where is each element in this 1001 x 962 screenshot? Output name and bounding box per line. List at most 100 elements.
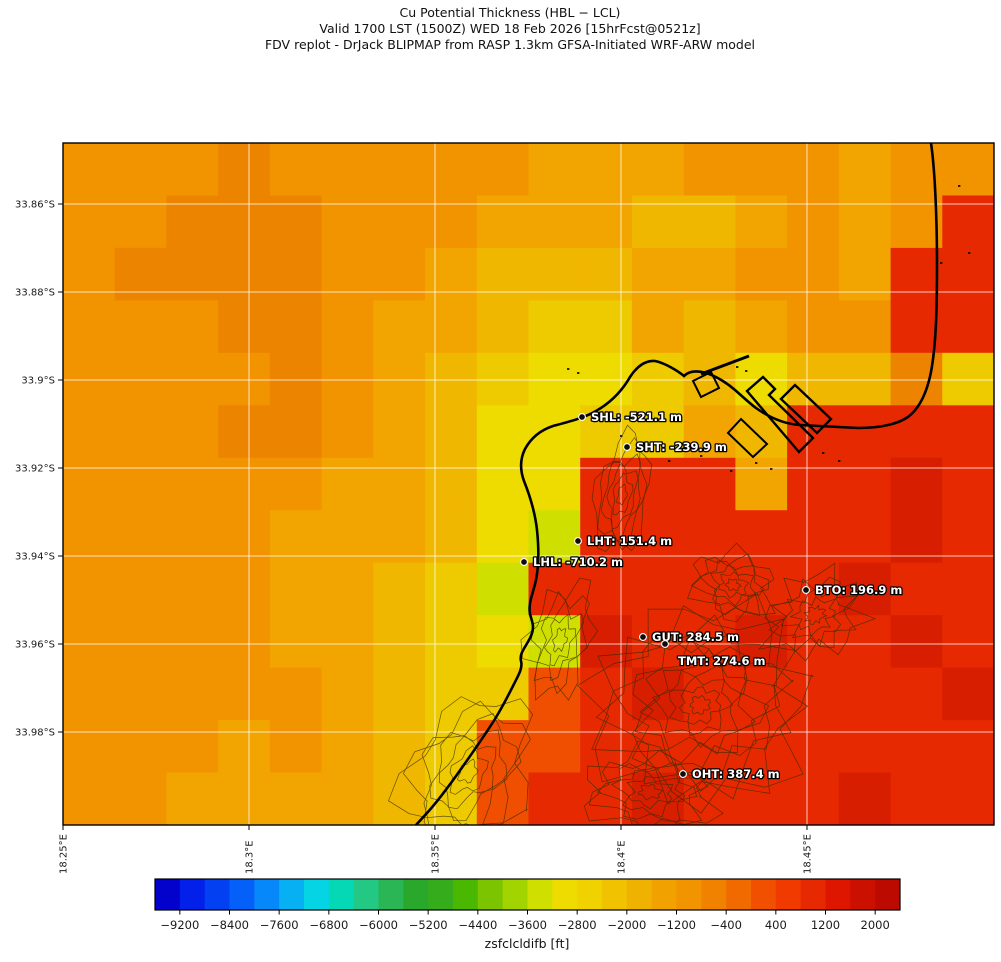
colorbar-cell [279, 879, 305, 910]
coast-speck [755, 462, 758, 464]
raster-cell [63, 195, 116, 249]
raster-cell [683, 143, 736, 197]
colorbar-cell [428, 879, 454, 910]
raster-cell [942, 667, 994, 721]
colorbar-cell [577, 879, 603, 910]
colorbar-cell [204, 879, 230, 910]
raster-cell [373, 667, 426, 721]
contour-line [595, 614, 796, 800]
raster-cell [373, 720, 426, 774]
station-gut: GUT: 284.5 m [639, 629, 740, 645]
raster-cell [63, 510, 116, 564]
colorbar-cell [651, 879, 677, 910]
contour-line [591, 424, 653, 552]
station-label: SHT: -239.9 m [636, 440, 727, 454]
raster-cell [528, 247, 581, 301]
raster-cell [631, 195, 685, 249]
raster-cell [218, 300, 271, 354]
raster-cell [373, 143, 426, 197]
raster-cell [218, 772, 271, 825]
raster-cell [321, 457, 374, 511]
raster-cell [631, 562, 685, 616]
raster-cell [321, 615, 374, 669]
raster-cell [269, 562, 323, 616]
raster-cell [838, 300, 892, 354]
raster-cell [425, 405, 478, 459]
raster-cell [528, 772, 581, 825]
raster-cell [269, 195, 323, 249]
contour-line [768, 576, 860, 654]
raster-cell [218, 352, 271, 406]
raster-cell [269, 510, 323, 564]
colorbar-tick-label: −1200 [657, 918, 696, 932]
colorbar-cell [304, 879, 330, 910]
raster-cell [942, 562, 994, 616]
contour-line [780, 585, 851, 647]
raster-cell [425, 562, 478, 616]
raster-cell [683, 667, 736, 721]
station-bto: BTO: 196.9 m [802, 582, 904, 598]
raster-cell [476, 405, 530, 459]
raster-cell [321, 510, 374, 564]
colorbar-cell [179, 879, 206, 910]
colorbar-cell [825, 879, 851, 910]
raster-cell [269, 720, 323, 774]
coast-specks [567, 185, 971, 472]
coast-speck [668, 460, 671, 462]
station-label: SHL: -521.1 m [591, 410, 682, 424]
raster-cell [580, 615, 633, 669]
raster-cell [735, 510, 788, 564]
raster-cell [114, 247, 167, 301]
lon-tick-label: 18.35°E [431, 834, 442, 874]
raster-cell [838, 405, 892, 459]
colorbar-cell [403, 879, 429, 910]
raster-cell [838, 352, 892, 406]
raster-cell [631, 510, 685, 564]
raster-cell [373, 195, 426, 249]
raster-cell [787, 247, 840, 301]
station-lhl: LHL: -710.2 m [520, 554, 624, 570]
colorbar-cell [552, 879, 578, 910]
raster-cell [838, 772, 892, 825]
colorbar-cell [800, 879, 826, 910]
colorbar-cell [676, 879, 702, 910]
contour-line [402, 700, 531, 825]
contour-line [634, 640, 770, 764]
contour-line [552, 627, 569, 653]
colorbar-cell [775, 879, 802, 910]
raster-cell [528, 195, 581, 249]
contour-line [709, 564, 756, 607]
contour-line [456, 758, 479, 784]
raster-cell [269, 772, 323, 825]
colorbar-tick-label: 1200 [811, 918, 840, 932]
station-label: GUT: 284.5 m [652, 630, 739, 644]
terrain-contours [388, 424, 877, 825]
raster-cell [683, 352, 736, 406]
raster-cell [942, 143, 994, 197]
raster-cell [321, 667, 374, 721]
harbor-breakwater [700, 354, 750, 376]
raster-cell [321, 300, 374, 354]
coast-speck [567, 368, 570, 370]
raster-cell [476, 300, 530, 354]
contour-line [612, 472, 634, 516]
raster-cell [787, 457, 840, 511]
raster-cell [735, 143, 788, 197]
coast-speck [730, 470, 733, 472]
raster-cell [63, 562, 116, 616]
raster-cell [425, 457, 478, 511]
plot-subtitle: Valid 1700 LST (1500Z) WED 18 Feb 2026 [… [319, 21, 700, 36]
raster-cell [373, 300, 426, 354]
lat-tick-label: 33.96°S [15, 640, 55, 651]
raster-cell [321, 195, 374, 249]
contour-line [577, 593, 814, 814]
colorbar-cell [254, 879, 280, 910]
contour-line [639, 648, 756, 755]
raster-cell [166, 510, 219, 564]
raster-cell [580, 300, 633, 354]
raster-cell [683, 457, 736, 511]
raster-cell [683, 510, 736, 564]
raster-cell [114, 457, 167, 511]
raster-cell [63, 667, 116, 721]
raster-cell [942, 352, 994, 406]
